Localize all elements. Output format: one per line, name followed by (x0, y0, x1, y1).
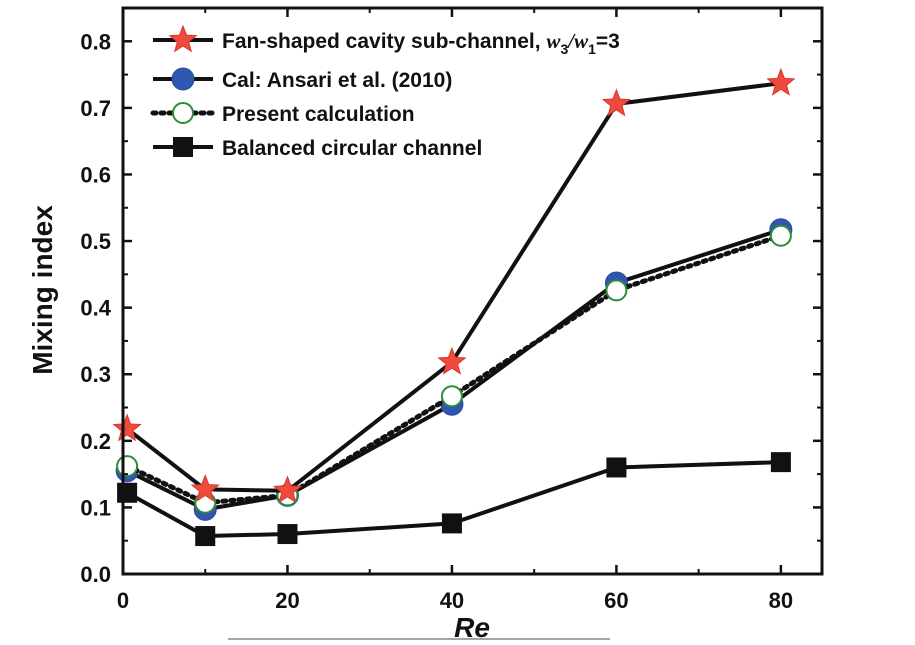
data-point (601, 88, 632, 117)
data-point (437, 346, 467, 375)
y-tick-label: 0.1 (80, 495, 111, 520)
x-axis-label: Re (454, 612, 490, 643)
legend-marker (173, 137, 193, 157)
legend-label: Fan-shaped cavity sub-channel, w3/w1=3 (222, 29, 620, 57)
legend-label: Present calculation (222, 103, 415, 126)
x-tick-label: 80 (769, 588, 793, 613)
data-point (766, 67, 796, 96)
x-tick-label: 60 (604, 588, 628, 613)
legend-label-part: 3 (560, 41, 568, 57)
legend-marker (172, 102, 194, 124)
legend-item: Present calculation (150, 102, 415, 126)
data-point (112, 413, 142, 442)
legend-label-part: 1 (588, 41, 596, 57)
series-star (112, 67, 796, 504)
y-tick-label: 0.3 (80, 362, 111, 387)
legend-label-part: Fan-shaped cavity sub-channel, (222, 30, 546, 53)
data-point (770, 452, 791, 473)
legend-label-part: =3 (596, 30, 620, 53)
data-point (605, 279, 628, 302)
data-point (606, 457, 627, 478)
data-point (440, 385, 463, 408)
data-point (190, 474, 220, 502)
series-line (126, 460, 781, 538)
series-square (117, 452, 791, 547)
y-tick-label: 0.8 (80, 29, 111, 54)
legend-label: Cal: Ansari et al. (2010) (222, 69, 452, 92)
legend-item: Fan-shaped cavity sub-channel, w3/w1=3 (153, 24, 620, 57)
data-point (117, 482, 138, 503)
data-point (195, 526, 216, 547)
y-tick-label: 0.0 (80, 562, 111, 587)
legend-marker (168, 24, 198, 53)
data-point (272, 475, 303, 504)
legend-marker (171, 67, 195, 91)
y-tick-label: 0.7 (80, 96, 111, 121)
x-tick-label: 40 (440, 588, 464, 613)
data-point (277, 524, 298, 545)
legend-label-part: w (574, 29, 589, 53)
x-tick-label: 0 (117, 588, 129, 613)
legend-item: Cal: Ansari et al. (2010) (153, 67, 452, 92)
series-line (124, 233, 784, 506)
x-tick-label: 20 (275, 588, 299, 613)
plot-frame (121, 6, 824, 576)
legend-label-part: w (546, 29, 561, 53)
y-tick-label: 0.4 (80, 296, 111, 321)
data-point (769, 224, 792, 247)
y-tick-label: 0.5 (80, 229, 111, 254)
legend-item: Balanced circular channel (153, 137, 482, 160)
y-tick-label: 0.2 (80, 429, 111, 454)
ticks-layer: 0 20 40 60 80 0.0 0.1 0.2 0.3 0.4 0.5 0.6 0.7 0.8 (80, 7, 822, 613)
y-axis-label: Mixing index (27, 205, 58, 375)
y-tick-label: 0.6 (80, 162, 111, 187)
series-line (125, 81, 782, 493)
series-line (126, 227, 782, 512)
legend: Fan-shaped cavity sub-channel, w3/w1=3Ca… (150, 24, 620, 160)
data-point (441, 513, 462, 534)
axes-layer (121, 6, 824, 576)
legend-label-part: / (566, 29, 576, 53)
legend-label: Balanced circular channel (222, 137, 482, 160)
